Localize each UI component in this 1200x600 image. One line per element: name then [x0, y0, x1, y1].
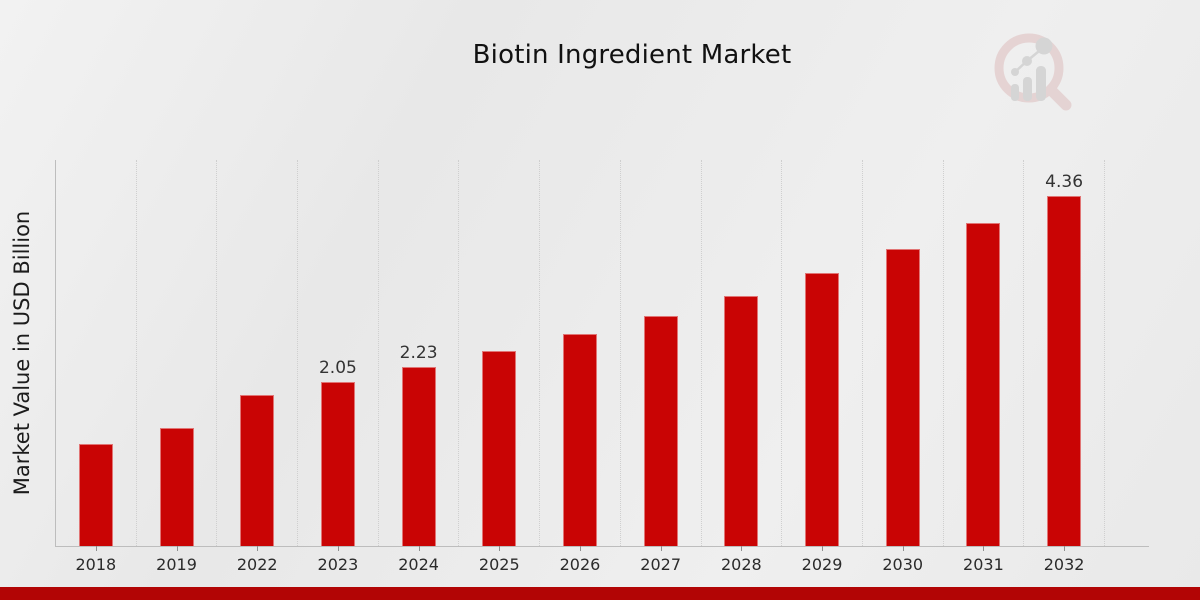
x-axis-tick	[176, 546, 178, 551]
footer-red-strip	[0, 587, 1200, 600]
x-axis-tick-label: 2018	[75, 555, 117, 574]
x-axis-tick	[983, 546, 985, 551]
x-axis-tick	[660, 546, 662, 551]
bar-2018	[78, 444, 113, 546]
bar-2031	[966, 223, 1001, 546]
x-axis-tick-label: 2026	[559, 555, 601, 574]
bar-2019	[159, 428, 194, 546]
x-axis-tick-label: 2029	[801, 555, 843, 574]
bar-value-label: 2.23	[399, 343, 438, 364]
x-axis-tick	[337, 546, 339, 551]
bar-column: 2.05 2023	[298, 160, 379, 574]
bar-column: 2027	[621, 160, 702, 574]
bar-2030	[885, 249, 920, 546]
x-axis-tick-label: 2019	[156, 555, 197, 574]
x-axis-tick	[1064, 546, 1066, 551]
bar-2025	[482, 351, 517, 546]
x-axis-tick	[579, 546, 581, 551]
bar-2032	[1047, 196, 1082, 546]
bar-column: 2019	[137, 160, 218, 574]
x-axis-tick-label: 2022	[236, 555, 278, 574]
bar-2023	[320, 381, 355, 546]
x-axis-tick	[257, 546, 259, 551]
chart-title: Biotin Ingredient Market	[472, 40, 792, 70]
x-axis-tick-label: 2031	[963, 555, 1004, 574]
bar-column: 2018	[56, 160, 137, 574]
bar-column: 2028	[702, 160, 783, 574]
bar-2028	[724, 295, 759, 546]
bar-2026	[562, 334, 597, 546]
bar-column: 2030	[863, 160, 944, 574]
bar-column: 2022	[217, 160, 299, 574]
bar-value-label: 4.36	[1045, 172, 1084, 193]
plot-right-spacer	[1105, 160, 1149, 546]
x-axis-tick	[741, 546, 743, 551]
x-axis-tick-label: 2027	[640, 555, 682, 574]
x-axis-tick	[95, 546, 97, 551]
bar-column: 2026	[540, 160, 621, 574]
x-axis-tick-label: 2025	[478, 555, 520, 574]
x-axis-tick	[902, 546, 904, 551]
y-axis-label: Market Value in USD Billion	[10, 210, 34, 496]
bar-2029	[805, 273, 840, 546]
x-axis-tick-label: 2028	[720, 555, 762, 574]
bar-column: 4.36 2032	[1024, 160, 1105, 574]
bar-value-label: 2.05	[318, 357, 357, 378]
bar-2022	[240, 395, 275, 546]
bar-2024	[401, 367, 436, 546]
x-axis-tick-label: 2024	[398, 555, 439, 574]
x-axis-tick-label: 2030	[882, 555, 924, 574]
x-axis-tick-label: 2023	[317, 555, 359, 574]
bar-2027	[643, 315, 678, 546]
bar-column: 2.23 2024	[379, 160, 460, 574]
x-axis-tick	[499, 546, 501, 551]
bar-column: 2031	[944, 160, 1025, 574]
x-axis-tick	[418, 546, 420, 551]
plot-area: 2018 2019 2022 2.05 2023 2.23 2024	[55, 160, 1149, 574]
bar-column: 2029	[782, 160, 863, 574]
bar-column: 2025	[459, 160, 541, 574]
x-axis-tick-label: 2032	[1043, 555, 1085, 574]
x-axis-tick	[822, 546, 824, 551]
magnifier-bar-chart-watermark-icon	[994, 33, 1072, 111]
